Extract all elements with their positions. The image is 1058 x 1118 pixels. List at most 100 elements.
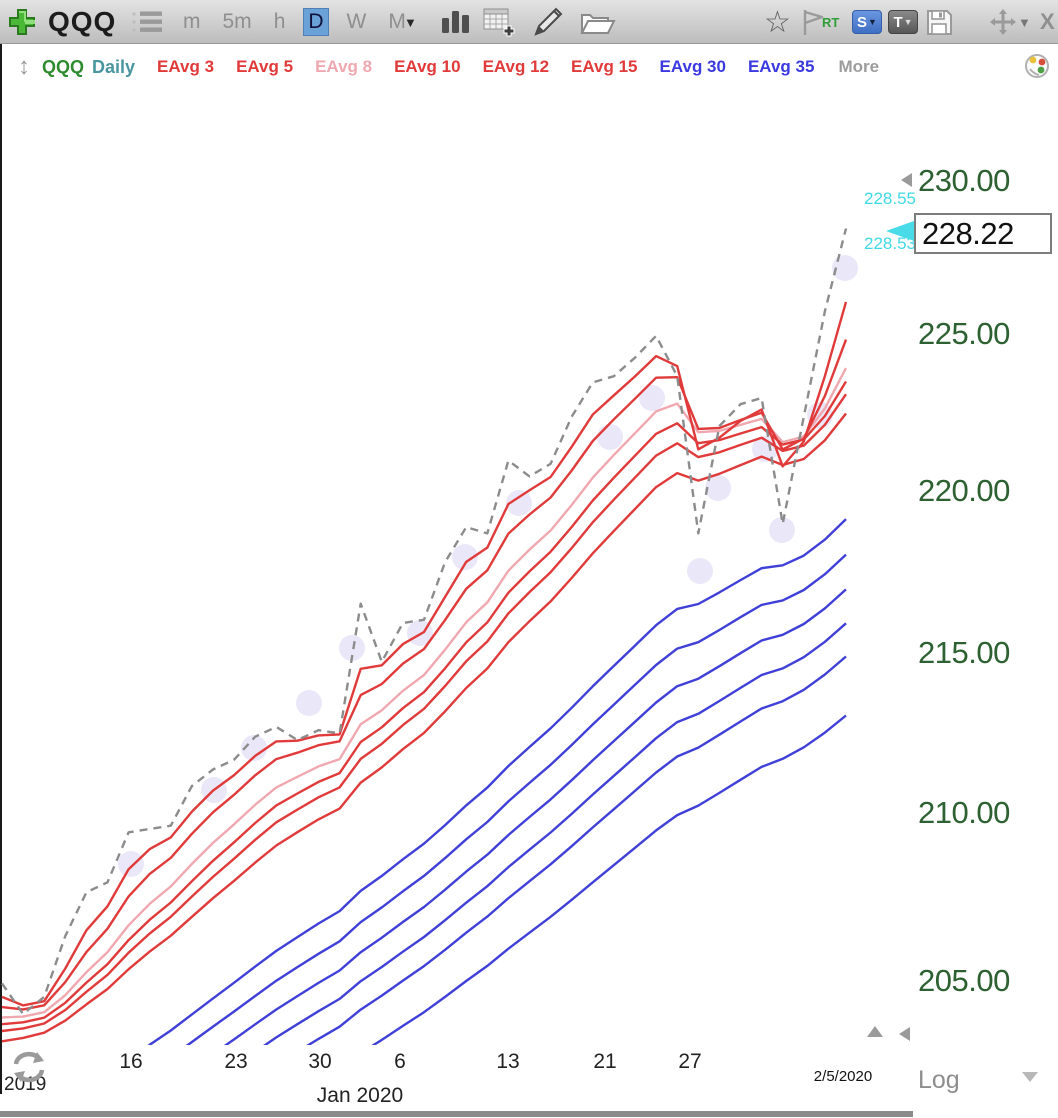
ema-line-5[interactable] <box>1 339 848 1011</box>
legend-period[interactable]: Daily <box>92 56 136 77</box>
time-tick-23: 23 <box>224 1050 248 1073</box>
symbol-text: QQQ <box>48 6 117 37</box>
refresh-icon <box>13 1051 45 1083</box>
ema-line-40[interactable] <box>2 588 847 1045</box>
add-symbol-button[interactable] <box>6 0 38 44</box>
timeframe-w-button[interactable]: W <box>346 10 367 33</box>
legend-symbol[interactable]: QQQ <box>42 56 85 77</box>
community-palette-icon <box>1025 54 1049 78</box>
draw-tool-button[interactable] <box>530 0 566 44</box>
ghost-marker-dot <box>118 851 144 877</box>
bar-chart-icon <box>442 11 469 33</box>
legend-eavg-5[interactable]: EAvg 5 <box>236 57 294 76</box>
timeframe-d-button[interactable]: D <box>303 8 329 36</box>
close-icon: X <box>1040 9 1055 34</box>
legend-eavg-8[interactable]: EAvg 8 <box>315 57 373 76</box>
ghost-marker-dot <box>339 635 365 661</box>
rt-label: RT <box>822 14 840 30</box>
ghost-marker-dot <box>241 735 267 761</box>
timeframe-5m-button[interactable]: 5m <box>222 10 252 33</box>
ema-line-50[interactable] <box>2 655 847 1046</box>
ghost-marker-dot <box>769 517 795 543</box>
ema-line-10[interactable] <box>1 380 848 1026</box>
month-label: Jan 2020 <box>316 1084 404 1107</box>
ema-line-35[interactable] <box>2 553 847 1045</box>
bottom-scrollbar[interactable] <box>0 1111 913 1117</box>
favorite-button[interactable]: ☆ <box>764 0 791 44</box>
legend-eavg-3[interactable]: EAvg 3 <box>157 57 215 76</box>
price-tick-215.00: 215.00 <box>918 635 1010 670</box>
cyan-price-label-228.55: 228.55 <box>864 189 916 208</box>
flag-button[interactable] <box>800 0 826 44</box>
ghost-marker-dot <box>687 558 713 584</box>
save-disk-icon <box>927 10 952 35</box>
ghost-marker-dot <box>452 544 478 570</box>
legend-indicators: EAvg 3 EAvg 5 EAvg 8 EAvg 10 EAvg 12 EAvg 15 E… <box>135 57 814 77</box>
add-indicator-button[interactable] <box>482 0 516 44</box>
ema-line-30[interactable] <box>2 518 847 1045</box>
main-toolbar: QQQ m 5m h D W M ▼ <box>0 0 1058 44</box>
timeframe-h-button[interactable]: h <box>273 10 286 33</box>
ema-line-45[interactable] <box>2 622 847 1045</box>
ema-line-15[interactable] <box>1 412 847 1043</box>
ghost-marker-dot <box>639 385 665 411</box>
price-chart-canvas[interactable] <box>0 88 915 1045</box>
price-line[interactable] <box>1 228 848 1016</box>
legend-eavg-35[interactable]: EAvg 35 <box>747 57 815 76</box>
ghost-marker-dot <box>705 475 731 501</box>
scale-mode-button[interactable]: Log <box>918 1066 960 1094</box>
scroll-up-icon[interactable] <box>867 1026 883 1037</box>
time-tick-6: 6 <box>394 1050 406 1073</box>
close-window-button[interactable]: X <box>1040 0 1055 44</box>
timeframe-link-button[interactable]: T ▼ <box>888 0 918 44</box>
timeframe-group: m 5m h D W M <box>172 0 417 44</box>
axis-dropdown-icon[interactable] <box>1022 1072 1038 1082</box>
window-options-dropdown[interactable]: ▼ <box>1018 0 1031 44</box>
timeframe-m-button[interactable]: m <box>183 10 201 33</box>
chevron-down-icon: ▼ <box>1018 14 1031 30</box>
time-tick-27: 27 <box>678 1050 702 1073</box>
legend-eavg-10[interactable]: EAvg 10 <box>394 57 461 76</box>
last-date-label: 2/5/2020 <box>813 1068 873 1085</box>
legend-eavg-30[interactable]: EAvg 30 <box>659 57 726 76</box>
move-arrows-icon <box>990 9 1016 35</box>
window-left-border <box>0 44 2 1094</box>
move-window-handle[interactable] <box>988 0 1018 44</box>
time-tick-13: 13 <box>496 1050 520 1073</box>
legend-eavg-12[interactable]: EAvg 12 <box>482 57 550 76</box>
time-tick-30: 30 <box>308 1050 332 1073</box>
t-button-label: T <box>893 13 903 31</box>
scroll-left-icon[interactable] <box>899 1027 910 1041</box>
grid-plus-icon <box>483 8 515 37</box>
timeframe-dropdown[interactable]: ▼ <box>404 0 417 44</box>
legend-more-button[interactable]: More <box>838 57 880 76</box>
share-button[interactable] <box>1024 53 1050 84</box>
chart-style-button[interactable] <box>440 0 474 44</box>
s-button-label: S <box>857 13 868 31</box>
symbol-box[interactable]: QQQ <box>48 0 116 44</box>
quote-value: 228.22 <box>922 215 1014 251</box>
ema-line-8[interactable] <box>1 367 848 1019</box>
open-folder-button[interactable] <box>578 0 616 44</box>
refresh-button[interactable] <box>6 1044 52 1095</box>
legend-eavg-15[interactable]: EAvg 15 <box>571 57 638 76</box>
star-icon: ☆ <box>764 5 791 39</box>
time-tick-21: 21 <box>593 1050 617 1073</box>
chevron-down-icon: ▼ <box>903 17 913 27</box>
current-quote-box[interactable]: 228.22 <box>914 213 1052 254</box>
list-icon <box>132 11 162 32</box>
pennant-icon <box>803 10 824 35</box>
folder-icon <box>580 14 616 34</box>
ghost-marker-dot <box>597 424 623 450</box>
ghost-marker-dot <box>506 490 532 516</box>
scale-updown-icon[interactable]: ↕ <box>18 53 30 80</box>
symbol-link-button[interactable]: S ▼ <box>852 0 882 44</box>
save-button[interactable] <box>924 0 954 44</box>
ema-line-60[interactable] <box>2 714 847 1046</box>
timeframe-m-button[interactable]: M <box>388 10 406 33</box>
realtime-indicator: RT <box>822 0 839 44</box>
ema-line-12[interactable] <box>1 393 847 1033</box>
axis-marker-left-icon <box>901 173 912 187</box>
ema-line-3[interactable] <box>1 301 848 1007</box>
watchlist-button[interactable] <box>130 0 164 44</box>
